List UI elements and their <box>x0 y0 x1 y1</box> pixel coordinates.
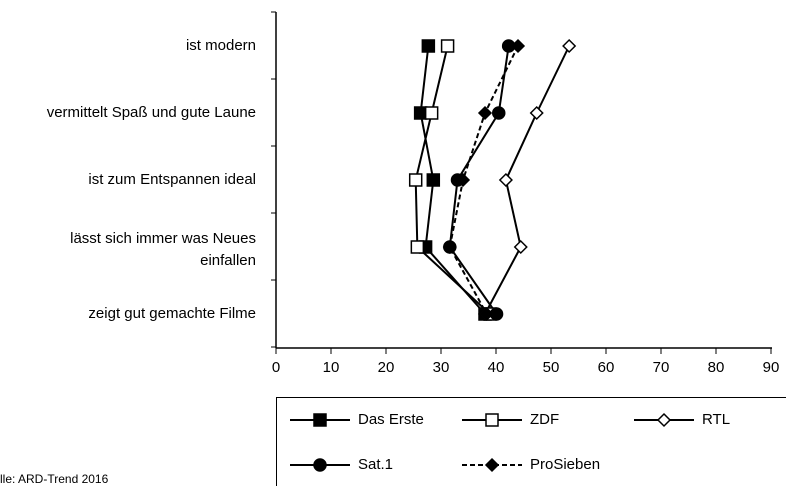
legend-marker <box>485 413 499 427</box>
point <box>421 39 436 53</box>
legend-marker <box>313 458 327 472</box>
point <box>513 239 528 255</box>
point <box>410 240 425 254</box>
point <box>479 306 494 322</box>
x-tick-label: 80 <box>708 359 725 376</box>
x-tick-label: 10 <box>323 359 340 376</box>
category-label: lässt sich immer was Neues einfallen <box>70 230 256 269</box>
legend-label: ProSieben <box>530 456 600 473</box>
legend-label: Das Erste <box>358 411 424 428</box>
point <box>426 173 441 187</box>
x-tick-label: 90 <box>763 359 780 376</box>
legend-marker <box>484 457 500 473</box>
point <box>413 106 428 120</box>
legend-label: ZDF <box>530 411 559 428</box>
x-tick-label: 40 <box>488 359 505 376</box>
category-label: zeigt gut gemachte Filme <box>88 305 256 322</box>
series-line <box>484 45 571 315</box>
legend-label: RTL <box>702 411 730 428</box>
point <box>477 105 493 121</box>
point <box>455 172 471 188</box>
legend-box <box>276 397 786 486</box>
legend-marker <box>656 412 672 428</box>
point <box>529 105 544 121</box>
category-label: vermittelt Spaß und gute Laune <box>46 104 256 121</box>
point <box>510 38 526 54</box>
category-label: ist zum Entspannen ideal <box>88 171 256 188</box>
x-tick-label: 70 <box>653 359 670 376</box>
point <box>498 172 513 188</box>
x-tick-label: 20 <box>378 359 395 376</box>
x-tick-label: 30 <box>433 359 450 376</box>
legend-label: Sat.1 <box>358 456 393 473</box>
point <box>492 106 506 120</box>
point <box>442 239 457 255</box>
legend-marker <box>313 413 327 427</box>
x-tick-label: 60 <box>598 359 615 376</box>
x-tick-label: 50 <box>543 359 560 376</box>
point <box>562 38 577 54</box>
point <box>424 106 439 120</box>
point <box>408 173 423 187</box>
category-label: ist modern <box>185 37 256 54</box>
source: lle: ARD-Trend 2016 <box>0 472 109 486</box>
point <box>440 39 455 53</box>
x-tick-label: 0 <box>272 359 280 376</box>
